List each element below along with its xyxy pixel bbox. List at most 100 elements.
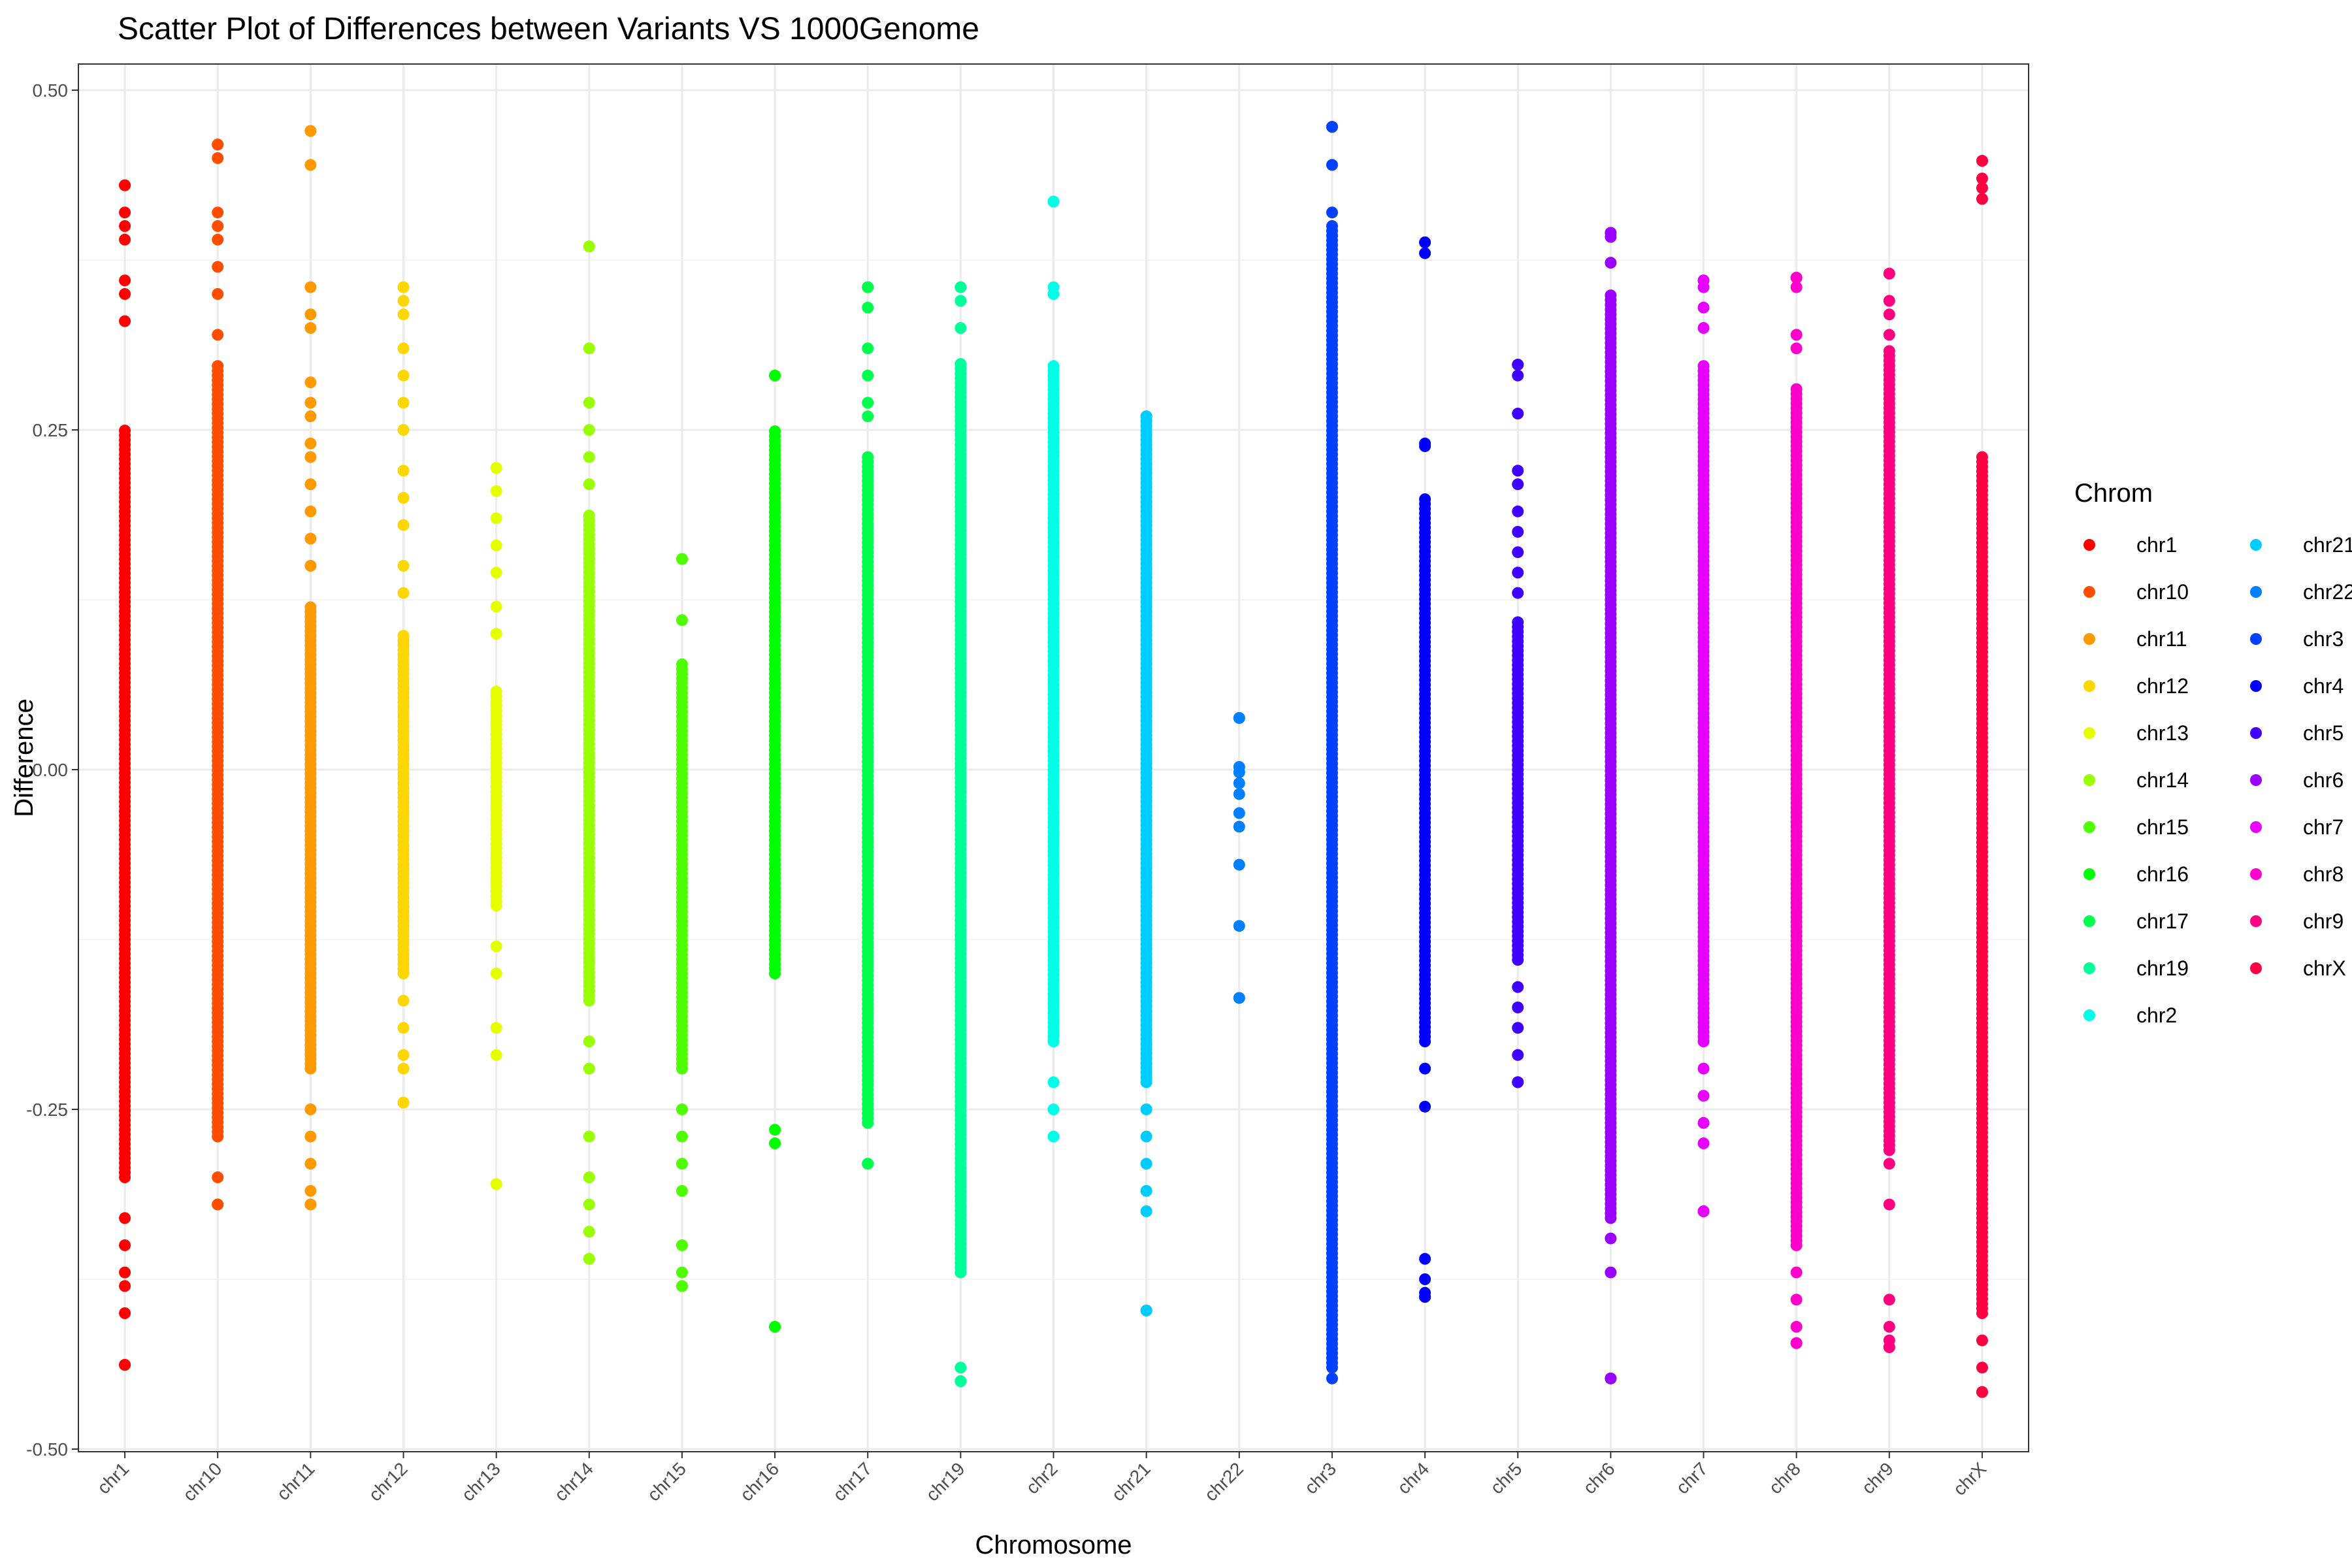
data-point <box>1140 1103 1152 1115</box>
data-point <box>119 179 131 191</box>
data-point <box>676 1184 688 1197</box>
data-point <box>397 1049 410 1061</box>
data-point <box>304 322 317 334</box>
data-point <box>1605 1372 1617 1384</box>
legend-key <box>2083 868 2095 880</box>
data-point <box>119 1280 131 1292</box>
series-chr19 <box>955 281 967 1387</box>
legend-item: chr16 <box>2083 862 2189 886</box>
data-point <box>490 968 502 979</box>
data-point <box>119 1239 131 1251</box>
data-point <box>212 360 224 372</box>
series-chr10 <box>212 139 224 1211</box>
data-point <box>1605 1232 1617 1245</box>
data-point <box>1605 227 1617 239</box>
data-point <box>1140 410 1152 423</box>
data-point <box>1047 1130 1060 1143</box>
data-point <box>1419 1273 1431 1285</box>
legend-label: chr13 <box>2136 721 2189 745</box>
data-point <box>1790 383 1803 395</box>
data-point <box>490 485 502 497</box>
data-point <box>1419 440 1431 452</box>
data-point <box>1140 1158 1152 1170</box>
legend: Chrom chr1 chr10 chr11 chr12 chr13 chr14 chr15… <box>2074 479 2352 1027</box>
data-point <box>304 308 317 321</box>
data-point <box>397 295 410 307</box>
data-point <box>397 465 410 477</box>
legend-item: chr17 <box>2083 909 2189 933</box>
data-point <box>1883 329 1895 341</box>
data-point <box>1326 159 1338 171</box>
series-chr5 <box>1512 359 1524 1088</box>
legend-item: chr8 <box>2250 862 2344 886</box>
data-point <box>304 410 317 423</box>
data-point <box>119 1359 131 1371</box>
data-point <box>304 281 317 293</box>
data-point <box>955 281 967 293</box>
data-point <box>304 1130 317 1143</box>
data-point <box>304 478 317 491</box>
data-point <box>304 505 317 517</box>
data-point <box>583 397 595 409</box>
data-point <box>1233 821 1245 833</box>
data-point <box>955 295 967 307</box>
data-point <box>1233 777 1245 789</box>
data-point <box>955 1362 967 1374</box>
legend-item: chr15 <box>2083 815 2189 839</box>
data-point <box>1326 220 1338 232</box>
data-point <box>1605 1266 1617 1279</box>
data-point <box>119 220 131 232</box>
data-point <box>1047 1076 1060 1088</box>
data-point <box>1790 329 1803 341</box>
data-point <box>304 532 317 545</box>
legend-label: chr11 <box>2136 627 2187 651</box>
data-point <box>304 451 317 463</box>
legend-item: chr12 <box>2083 674 2189 698</box>
data-point <box>304 397 317 409</box>
data-point <box>676 614 688 627</box>
data-point <box>1976 172 1988 185</box>
data-point <box>1697 360 1710 372</box>
data-point <box>119 315 131 327</box>
data-point <box>490 512 502 525</box>
data-point <box>862 369 874 382</box>
legend-label: chr4 <box>2303 674 2344 698</box>
legend-key <box>2083 1009 2095 1021</box>
legend-item: chr4 <box>2250 674 2344 698</box>
data-point <box>119 288 131 300</box>
data-point <box>1976 155 1988 167</box>
x-axis: chr1 chr10 chr11 chr12 chr13 chr14 chr15 chr16 c… <box>93 1452 1990 1505</box>
data-point <box>583 240 595 253</box>
data-point <box>1419 247 1431 259</box>
data-point <box>1047 360 1060 372</box>
legend-label: chr22 <box>2303 580 2352 604</box>
data-point <box>490 1022 502 1034</box>
data-point <box>676 658 688 670</box>
legend-item: chr11 <box>2083 627 2187 651</box>
legend-label: chr8 <box>2303 862 2344 886</box>
legend-key <box>2083 727 2095 739</box>
legend-label: chr1 <box>2136 533 2177 557</box>
data-point <box>397 424 410 436</box>
y-axis: 0.50 0.25 0.00 -0.25 -0.50 <box>26 80 78 1460</box>
data-point <box>1883 1294 1895 1306</box>
data-point <box>119 1307 131 1319</box>
data-point <box>1883 1158 1895 1170</box>
data-point <box>490 1049 502 1061</box>
data-point <box>1883 267 1895 280</box>
data-point <box>769 1137 781 1149</box>
data-point <box>676 1103 688 1115</box>
data-point <box>676 1239 688 1251</box>
data-point <box>490 1178 502 1190</box>
data-point <box>676 1130 688 1143</box>
data-point <box>862 410 874 423</box>
y-tick-label: 0.25 <box>33 420 69 440</box>
y-tick-label: 0.00 <box>33 760 69 780</box>
data-point <box>1047 195 1060 208</box>
data-point <box>397 369 410 382</box>
data-point <box>304 159 317 171</box>
legend-key <box>2083 821 2095 833</box>
data-point <box>397 519 410 531</box>
data-point <box>583 510 595 522</box>
